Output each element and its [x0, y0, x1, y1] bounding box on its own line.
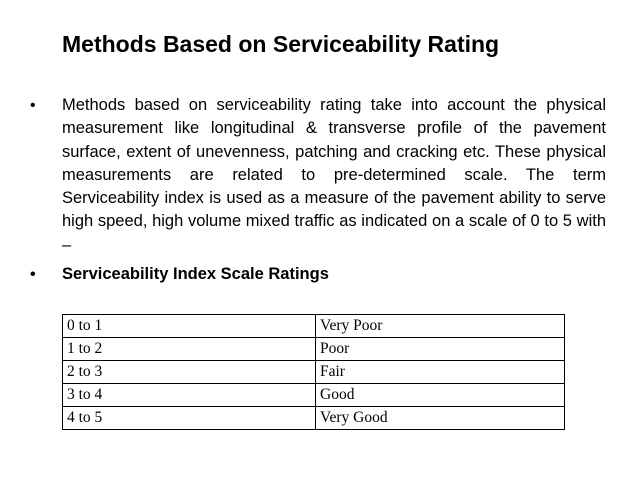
table-row: 0 to 1 Very Poor: [62, 314, 565, 338]
slide-title: Methods Based on Serviceability Rating: [62, 31, 500, 57]
table-row: 4 to 5 Very Good: [62, 406, 565, 430]
rating-cell: Fair: [315, 360, 565, 384]
table-row: 1 to 2 Poor: [62, 337, 565, 361]
bullet-icon: •: [30, 97, 36, 114]
range-cell: 0 to 1: [62, 314, 316, 338]
rating-cell: Very Poor: [315, 314, 565, 338]
bullet-item-description: • Methods based on serviceability rating…: [28, 94, 606, 257]
range-cell: 3 to 4: [62, 383, 316, 407]
bullet-icon: •: [30, 266, 36, 284]
bullet-text: Methods based on serviceability rating t…: [62, 96, 606, 254]
rating-cell: Very Good: [315, 406, 565, 430]
bullet-item-scale-heading: • Serviceability Index Scale Ratings: [28, 263, 606, 286]
table-row: 3 to 4 Good: [62, 383, 565, 407]
range-cell: 4 to 5: [62, 406, 316, 430]
range-cell: 2 to 3: [62, 360, 316, 384]
bullet-list: • Methods based on serviceability rating…: [28, 94, 606, 286]
table-row: 2 to 3 Fair: [62, 360, 565, 384]
rating-cell: Good: [315, 383, 565, 407]
serviceability-ratings-table: 0 to 1 Very Poor 1 to 2 Poor 2 to 3 Fair…: [62, 314, 565, 430]
rating-cell: Poor: [315, 337, 565, 361]
bullet-text: Serviceability Index Scale Ratings: [62, 265, 329, 284]
range-cell: 1 to 2: [62, 337, 316, 361]
